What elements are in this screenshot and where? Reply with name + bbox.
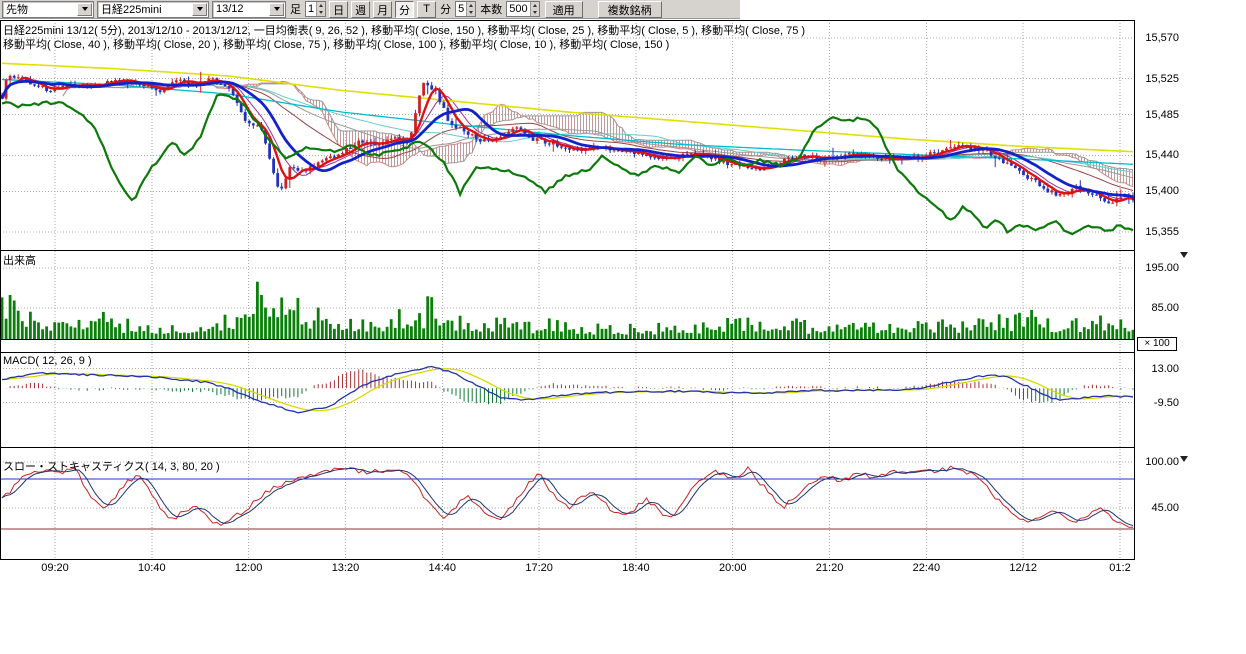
stoch-lines bbox=[2, 466, 1133, 527]
multi-symbol-button[interactable]: 複数銘柄 bbox=[598, 1, 662, 18]
period-week-button[interactable]: 週 bbox=[351, 1, 370, 18]
period-tick-button[interactable]: T bbox=[417, 1, 436, 18]
bars-count-input[interactable]: 500 bbox=[506, 1, 539, 17]
instrument-type-value: 先物 bbox=[6, 1, 28, 17]
stoch-pane-title: スロー・ストキャスティクス( 14, 3, 80, 20 ) bbox=[3, 458, 220, 474]
minute-value: 5 bbox=[456, 3, 466, 15]
minute-value-input[interactable]: 5 bbox=[455, 1, 476, 17]
contract-month-value: 13/12 bbox=[216, 3, 244, 15]
stoch-bands bbox=[0, 479, 1135, 529]
time-axis-label: 17:20 bbox=[517, 562, 561, 574]
price-axis-label: 15,355 bbox=[1137, 226, 1179, 238]
stoch-axis-label: 100.00 bbox=[1137, 456, 1179, 468]
apply-button[interactable]: 適用 bbox=[545, 1, 583, 18]
chart-legend-line2: 移動平均( Close, 40 ), 移動平均( Close, 20 ), 移動… bbox=[3, 36, 669, 52]
horizontal-gridlines bbox=[0, 38, 1135, 508]
spinner-arrows-icon[interactable] bbox=[316, 2, 325, 16]
price-axis-label: 15,485 bbox=[1137, 109, 1179, 121]
price-axis-label: 15,570 bbox=[1137, 32, 1179, 44]
time-axis-label: 22:40 bbox=[904, 562, 948, 574]
time-axis-label: 13:20 bbox=[323, 562, 367, 574]
time-axis-label: 18:40 bbox=[614, 562, 658, 574]
stoch-axis-label: 45.00 bbox=[1137, 502, 1179, 514]
price-axis-label: 15,400 bbox=[1137, 185, 1179, 197]
price-axis-label: 15,525 bbox=[1137, 73, 1179, 85]
period-day-button[interactable]: 日 bbox=[329, 1, 348, 18]
ashi-count-input[interactable]: 1 bbox=[305, 1, 326, 17]
volume-axis-label: 85.00 bbox=[1137, 302, 1179, 314]
time-axis-label: 12:00 bbox=[227, 562, 271, 574]
chevron-down-icon[interactable] bbox=[192, 3, 207, 16]
time-axis-label: 10:40 bbox=[130, 562, 174, 574]
toolbar: 先物 日経225mini 13/12 足 1 日 週 月 分 T 分 5 本数 … bbox=[0, 0, 740, 19]
time-axis-label: 20:00 bbox=[711, 562, 755, 574]
time-axis-label: 12/12 bbox=[1001, 562, 1045, 574]
macd-axis-label: -9.50 bbox=[1137, 397, 1179, 409]
period-month-button[interactable]: 月 bbox=[373, 1, 392, 18]
macd-pane-title: MACD( 12, 26, 9 ) bbox=[3, 355, 92, 367]
volume-multiplier-badge: × 100 bbox=[1137, 337, 1177, 351]
price-axis-label: 15,440 bbox=[1137, 149, 1179, 161]
chevron-down-icon[interactable] bbox=[77, 3, 92, 16]
period-minute-button[interactable]: 分 bbox=[395, 1, 414, 18]
instrument-type-select[interactable]: 先物 bbox=[2, 1, 94, 18]
bars-label: 本数 bbox=[480, 1, 502, 17]
instrument-select[interactable]: 日経225mini bbox=[97, 1, 209, 18]
volume-pane-title: 出来高 bbox=[3, 252, 36, 268]
bars-count-value: 500 bbox=[507, 3, 529, 15]
macd-histogram bbox=[2, 369, 1133, 404]
time-axis-label: 14:40 bbox=[420, 562, 464, 574]
instrument-value: 日経225mini bbox=[101, 1, 162, 17]
chart-canvas[interactable] bbox=[0, 20, 1135, 560]
spinner-arrows-icon[interactable] bbox=[466, 2, 475, 16]
time-axis-label: 21:20 bbox=[808, 562, 852, 574]
pane-resize-handle[interactable] bbox=[1180, 456, 1188, 462]
spinner-arrows-icon[interactable] bbox=[530, 2, 539, 16]
ashi-label: 足 bbox=[290, 1, 301, 17]
contract-month-select[interactable]: 13/12 bbox=[212, 1, 286, 18]
pane-separators bbox=[0, 251, 1135, 448]
app-root: 日経225mini 13/12( 5分), 2013/12/10 - 2013/… bbox=[0, 0, 1246, 654]
macd-lines bbox=[2, 367, 1133, 413]
ashi-count-value: 1 bbox=[306, 3, 316, 15]
volume-bars bbox=[1, 282, 1135, 339]
minute-unit-label: 分 bbox=[440, 1, 451, 17]
chevron-down-icon[interactable] bbox=[269, 3, 284, 16]
macd-axis-label: 13.00 bbox=[1137, 363, 1179, 375]
time-axis-label: 01:2 bbox=[1098, 562, 1142, 574]
volume-axis-label: 195.00 bbox=[1137, 262, 1179, 274]
time-axis-label: 09:20 bbox=[33, 562, 77, 574]
pane-resize-handle[interactable] bbox=[1180, 252, 1188, 258]
chart-area: 日経225mini 13/12( 5分), 2013/12/10 - 2013/… bbox=[0, 0, 1246, 654]
